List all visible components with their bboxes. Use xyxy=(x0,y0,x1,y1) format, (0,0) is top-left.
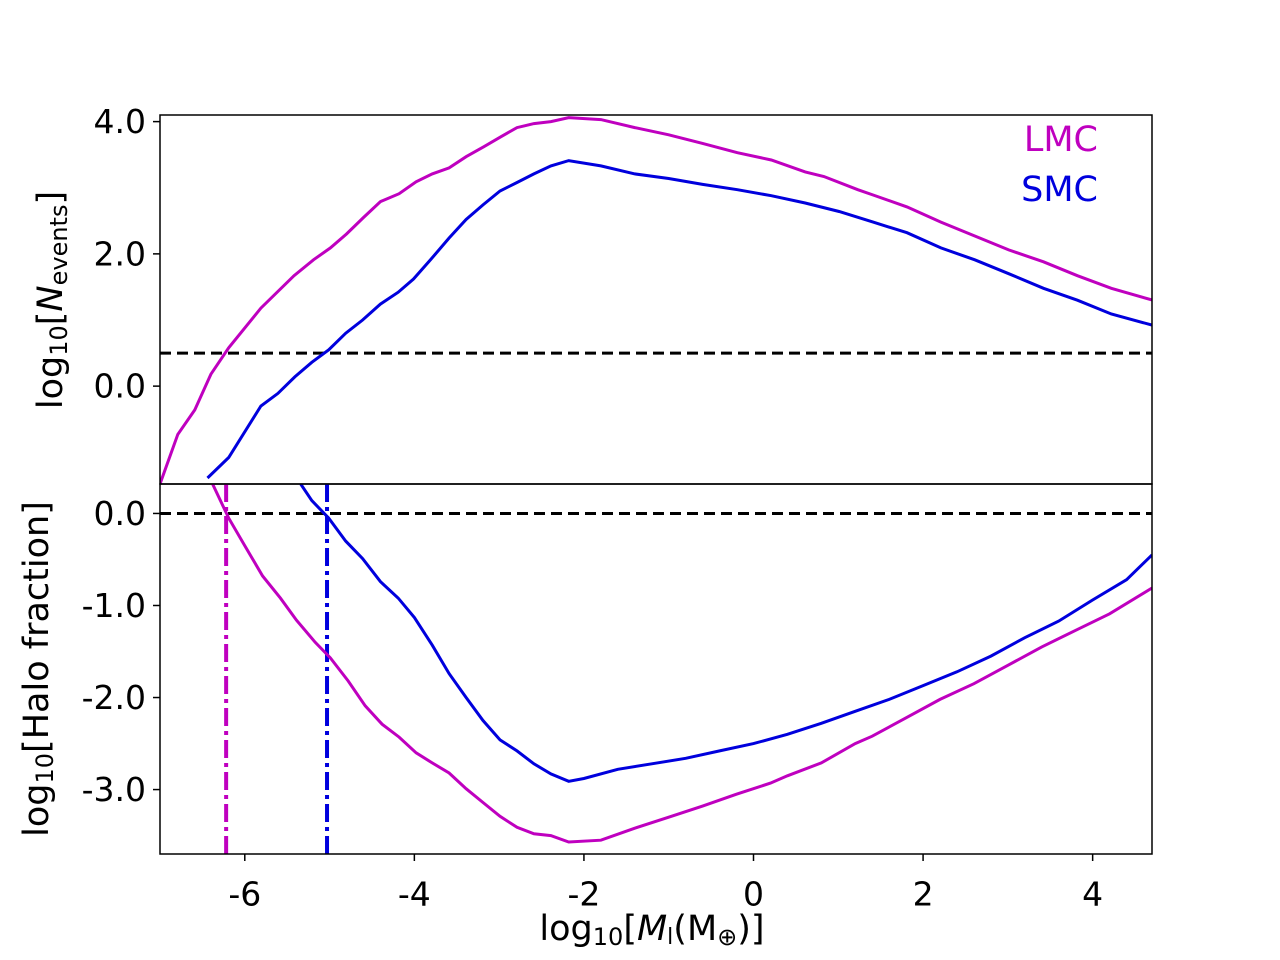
data-line xyxy=(206,159,1152,480)
x-tick-label: 0 xyxy=(743,875,764,914)
plot-area xyxy=(160,484,1152,854)
y-tick-label: 4.0 xyxy=(94,102,146,141)
y-tick-label: 0.0 xyxy=(94,367,146,406)
data-line xyxy=(299,484,1152,783)
legend-entry: LMC xyxy=(1024,120,1098,160)
x-tick-label: 2 xyxy=(913,875,934,914)
plot-area xyxy=(160,116,1152,484)
x-axis-label: log10[Ml(M⊕)] xyxy=(539,909,764,951)
legend-entry: SMC xyxy=(1021,170,1098,210)
y-tick-label: 0.0 xyxy=(94,494,146,533)
x-tick-label: 4 xyxy=(1082,875,1103,914)
data-line xyxy=(160,116,1152,484)
x-tick-label: -6 xyxy=(228,875,261,914)
y-tick-label: -3.0 xyxy=(82,770,146,809)
y-tick-label: -1.0 xyxy=(82,586,146,625)
data-line xyxy=(211,484,1152,844)
x-tick-label: -2 xyxy=(567,875,600,914)
y-tick-label: 2.0 xyxy=(94,234,146,273)
axes-frame xyxy=(159,483,1153,855)
y-axis-label: log10[Nevents] xyxy=(31,191,73,409)
axes-frame xyxy=(159,114,1153,485)
y-axis-label: log10[Halo fraction] xyxy=(17,501,59,837)
y-tick-label: -2.0 xyxy=(82,678,146,717)
x-tick-label: -4 xyxy=(398,875,431,914)
